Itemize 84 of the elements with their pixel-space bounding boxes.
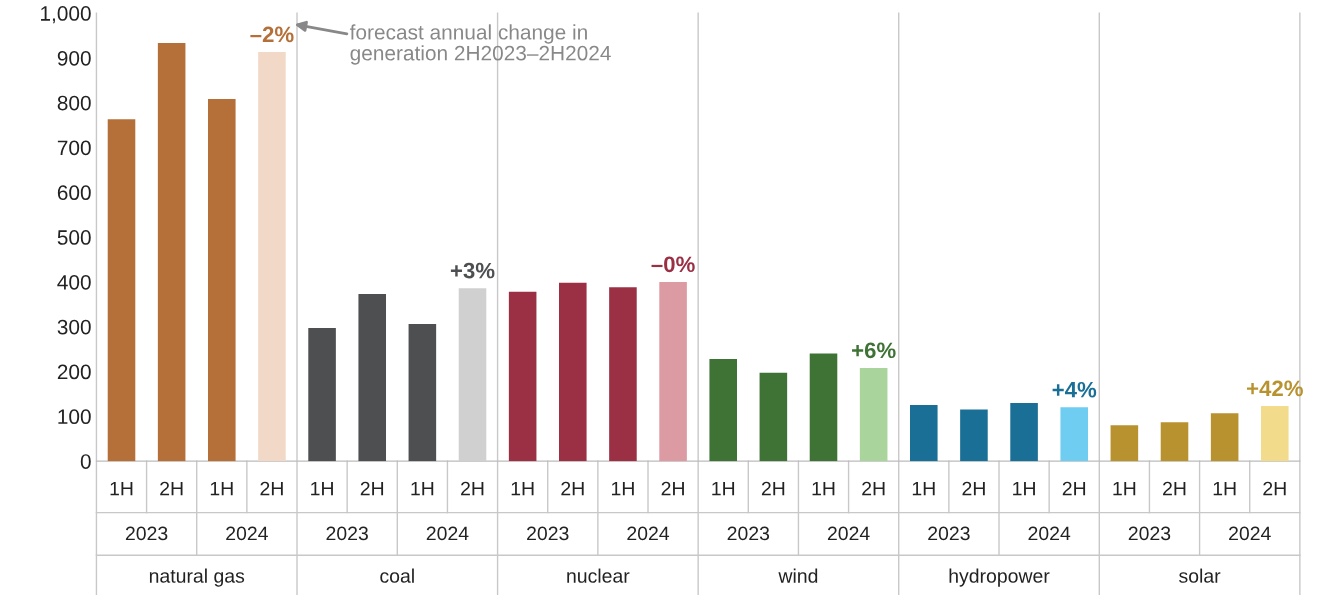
y-tick-label: 500 <box>57 230 91 245</box>
annotation: +6% <box>852 342 896 359</box>
x-tick-label: 1H <box>1213 481 1236 496</box>
x-tick-label: 2H <box>862 481 885 496</box>
bar <box>1210 413 1239 462</box>
y-tick-label: 200 <box>57 364 91 380</box>
y-tick-label: 400 <box>57 274 91 290</box>
text: solar <box>1179 568 1221 583</box>
text: 2023 <box>1128 526 1171 541</box>
text: 2023 <box>125 526 168 541</box>
text: 2024 <box>426 526 469 541</box>
bar <box>559 282 587 462</box>
text: 2023 <box>727 526 770 541</box>
x-tick-label: 2H <box>461 481 484 496</box>
y-tick-label: 600 <box>57 185 91 201</box>
x-tick-label: 2H <box>561 481 584 496</box>
bar <box>1160 422 1189 462</box>
bar <box>659 281 687 462</box>
text: 2024 <box>1229 526 1271 541</box>
bar <box>960 409 988 462</box>
x-tick-label: 2H <box>1062 481 1086 496</box>
bar <box>859 367 888 462</box>
x-tick-label: 1H <box>812 481 835 496</box>
x-tick-label: 1H <box>611 481 634 496</box>
bar <box>910 405 938 462</box>
bar <box>508 291 537 462</box>
text: 2023 <box>326 526 368 541</box>
x-tick-label: 2H <box>962 481 985 496</box>
x-tick-label: 1H <box>210 481 233 496</box>
annotation: +42% <box>1247 380 1303 397</box>
text: 2023 <box>527 526 569 541</box>
text: 2024 <box>226 526 268 541</box>
y-tick-label: 700 <box>57 140 91 156</box>
annotation: +3% <box>450 262 495 279</box>
x-tick-label: 2H <box>1163 481 1186 496</box>
text: wind <box>778 568 818 583</box>
x-tick-label: 1H <box>411 481 434 496</box>
bar <box>609 287 637 462</box>
bar <box>1110 425 1139 462</box>
text: 2024 <box>827 526 870 541</box>
bar <box>358 294 387 462</box>
y-tick-label: 0 <box>80 454 91 469</box>
x-tick-label: 2H <box>260 481 283 496</box>
y-tick-label: 1,000 <box>41 6 91 24</box>
x-tick-label: 2H <box>661 481 684 496</box>
bar <box>458 288 487 462</box>
x-tick-label: 2H <box>1263 481 1286 496</box>
bar <box>1010 402 1038 462</box>
x-tick-label: 1H <box>1013 481 1035 496</box>
x-tick-label: 2H <box>160 481 183 496</box>
x-tick-label: 1H <box>311 481 333 496</box>
text: 2023 <box>928 526 970 541</box>
y-tick-label: 300 <box>57 319 91 335</box>
bar <box>809 353 838 462</box>
bar <box>759 372 788 462</box>
bar <box>107 119 136 462</box>
y-tick-label: 100 <box>58 409 91 425</box>
y-tick-label: 900 <box>57 50 91 66</box>
annotation: +4% <box>1052 381 1097 398</box>
annotation: forecast annual change in generation 2H2023–2H2024 <box>349 24 611 65</box>
text: 2024 <box>627 526 670 541</box>
x-tick-label: 1H <box>1113 481 1136 496</box>
bar <box>1261 406 1289 462</box>
annotation: –2% <box>250 26 294 43</box>
x-tick-label: 1H <box>511 481 534 496</box>
text: coal <box>380 568 414 583</box>
x-tick-label: 1H <box>110 481 133 496</box>
x-tick-label: 1H <box>912 481 935 496</box>
bar <box>408 324 437 462</box>
x-tick-label: 2H <box>761 481 785 496</box>
text: nuclear <box>567 568 630 583</box>
y-tick-label: 800 <box>57 95 91 111</box>
bar <box>208 99 236 462</box>
annotation: –0% <box>651 256 695 273</box>
text: 2024 <box>1028 526 1071 541</box>
text: hydropower <box>949 568 1050 587</box>
bar <box>1060 407 1089 462</box>
x-tick-label: 1H <box>712 481 735 496</box>
bar <box>308 328 336 462</box>
bar <box>157 43 186 462</box>
text: natural gas <box>149 568 245 587</box>
x-tick-label: 2H <box>360 481 384 496</box>
bar <box>709 358 738 462</box>
bar <box>258 52 286 462</box>
